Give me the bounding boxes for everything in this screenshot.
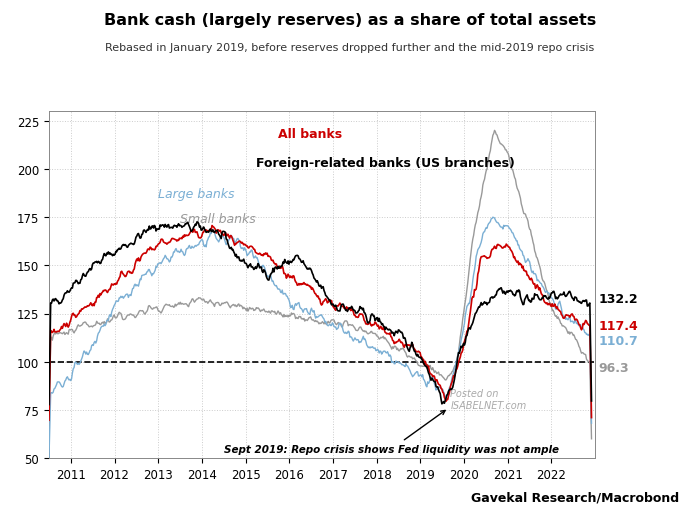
Text: 117.4: 117.4 — [598, 319, 638, 332]
Text: Small banks: Small banks — [180, 212, 256, 225]
Text: 132.2: 132.2 — [598, 292, 638, 305]
Text: Sept 2019: Repo crisis shows Fed liquidity was not ample: Sept 2019: Repo crisis shows Fed liquidi… — [224, 411, 559, 455]
Text: Rebased in January 2019, before reserves dropped further and the mid-2019 repo c: Rebased in January 2019, before reserves… — [106, 43, 594, 53]
Text: All banks: All banks — [279, 128, 342, 140]
Text: Bank cash (largely reserves) as a share of total assets: Bank cash (largely reserves) as a share … — [104, 13, 596, 27]
Text: Gavekal Research/Macrobond: Gavekal Research/Macrobond — [471, 491, 679, 504]
Text: Large banks: Large banks — [158, 188, 235, 201]
Text: Posted on
ISABELNET.com: Posted on ISABELNET.com — [450, 388, 526, 410]
Text: 96.3: 96.3 — [598, 361, 629, 374]
Text: 110.7: 110.7 — [598, 334, 638, 347]
Text: Foreign-related banks (US branches): Foreign-related banks (US branches) — [256, 157, 515, 170]
